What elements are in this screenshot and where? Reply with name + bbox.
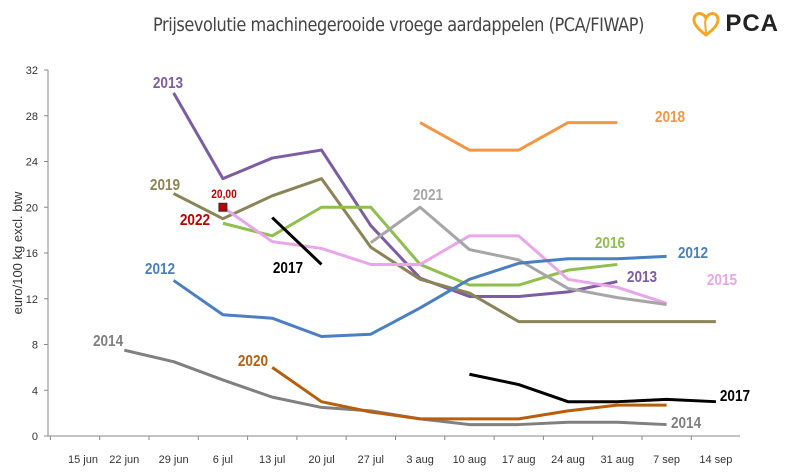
series-line-2020 [271, 366, 667, 421]
x-tick-label: 14 sep [699, 454, 732, 466]
x-tick-label: 7 sep [653, 454, 680, 466]
series-line-2014 [123, 348, 667, 427]
y-tick-label: 20 [26, 202, 38, 214]
axes: 0 4 8 12 16 20 24 28 32 15 jun 22 jun 29 jun 6 jul 13… [26, 65, 740, 466]
x-tick-label: 24 aug [551, 454, 585, 466]
logo-text: PCA [725, 10, 779, 37]
series-line-2012 [172, 254, 667, 338]
series-label-2022: 2022 [180, 212, 210, 229]
series-label-2014: 2014 [93, 333, 124, 350]
series-label-2015: 2015 [707, 272, 737, 289]
series-line-2019 [172, 177, 716, 324]
series-line-2021 [369, 205, 667, 306]
x-tick-label: 27 jul [358, 454, 384, 466]
series-label-2016: 2016 [595, 235, 625, 252]
series-line-2017 [469, 372, 716, 404]
heart-logo-icon [692, 12, 720, 37]
x-tick-label: 10 aug [453, 454, 487, 466]
chart-title: Prijsevolutie machinegerooide vroege aar… [153, 14, 644, 36]
data-point-2022 [218, 202, 228, 212]
series-label-2021: 2021 [413, 187, 443, 204]
series-line-2013 [172, 92, 618, 298]
x-tick-label: 13 jul [259, 454, 285, 466]
x-tick-label: 22 jun [109, 454, 139, 466]
series-label-2017: 2017 [273, 260, 303, 277]
y-axis-label: euro/100 kg excl. btw [10, 191, 25, 314]
series-line-2018 [419, 121, 618, 152]
y-tick-label: 24 [26, 157, 38, 169]
series-line-2015 [222, 206, 668, 305]
x-tick-label: 3 aug [406, 454, 434, 466]
series-label-2018: 2018 [655, 109, 685, 126]
series-label-2013: 2013 [153, 75, 183, 92]
x-tick-label: 20 jul [308, 454, 334, 466]
y-tick-label: 28 [26, 111, 38, 123]
series-lines [123, 92, 716, 427]
series-labels: 2013 2013 2019 2016 2015 2021 2012 2012 2018 2017… [93, 75, 750, 432]
series-label-2020: 2020 [238, 353, 268, 370]
series-label-2019: 2019 [150, 177, 180, 194]
series-line-2017 [271, 216, 323, 266]
series-label-2012: 2012 [145, 261, 175, 278]
x-tick-label: 31 aug [600, 454, 634, 466]
series-label-2014: 2014 [671, 415, 702, 432]
x-tick-label: 6 jul [213, 454, 233, 466]
series-label-2022: 20,00 [211, 188, 237, 201]
y-tick-label: 32 [26, 65, 38, 77]
series-label-2013: 2013 [627, 269, 657, 286]
pca-logo: PCA [691, 10, 779, 38]
y-tick-label: 12 [26, 294, 38, 306]
series-label-2012: 2012 [678, 245, 708, 262]
x-tick-label: 17 aug [502, 454, 536, 466]
x-tick-label: 15 jun [68, 454, 98, 466]
series-label-2017: 2017 [720, 388, 750, 405]
x-tick-label: 29 jun [159, 454, 189, 466]
y-tick-label: 16 [26, 248, 38, 260]
y-tick-label: 0 [32, 431, 38, 443]
y-tick-label: 8 [32, 340, 38, 352]
y-tick-label: 4 [32, 385, 38, 397]
